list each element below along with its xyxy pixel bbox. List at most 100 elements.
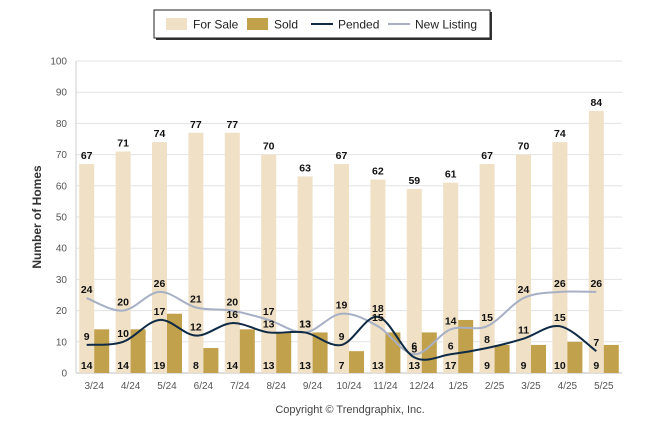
y-tick-label: 100 xyxy=(50,57,67,68)
x-tick-label: 5/25 xyxy=(594,381,614,392)
bar-sold xyxy=(567,341,583,373)
bar-sold xyxy=(239,329,255,373)
bar-sold xyxy=(130,329,146,373)
line-new-listing xyxy=(86,290,597,356)
data-label-sold: 19 xyxy=(154,360,166,372)
lines xyxy=(86,290,597,361)
x-axis: 3/24 4/24 5/24 6/24 7/24 8/24 9/24 10/24 11/24 12… xyxy=(84,381,614,392)
bar-for-sale xyxy=(334,163,349,373)
data-label-pended: 6 xyxy=(448,340,454,352)
data-label-for-sale: 67 xyxy=(81,150,93,162)
x-tick-label: 12/24 xyxy=(409,381,434,392)
data-label-sold: 14 xyxy=(117,360,129,372)
y-tick-label: 0 xyxy=(61,369,67,380)
legend-swatch-sold xyxy=(247,18,268,30)
x-tick-label: 9/24 xyxy=(303,381,323,392)
x-tick-label: 1/25 xyxy=(448,381,468,392)
data-label-new-listing: 14 xyxy=(445,315,457,327)
legend: For Sale Sold Pended New Listing xyxy=(153,9,492,40)
data-label-sold: 10 xyxy=(554,360,566,372)
bar-for-sale xyxy=(370,179,386,373)
bar-for-sale xyxy=(115,151,131,373)
data-label-pended: 13 xyxy=(299,318,311,330)
data-label-pended: 15 xyxy=(554,312,566,324)
bar-sold xyxy=(203,348,219,373)
data-label-sold: 17 xyxy=(445,360,457,372)
bar-for-sale xyxy=(552,142,568,373)
data-label-new-listing: 15 xyxy=(481,312,493,324)
bar-for-sale xyxy=(297,176,313,373)
bar-for-sale xyxy=(406,188,422,373)
data-label-pended: 13 xyxy=(263,318,275,330)
data-label-for-sale: 71 xyxy=(117,137,129,149)
data-label-sold: 7 xyxy=(339,360,345,372)
data-label-new-listing: 15 xyxy=(372,312,384,324)
data-label-for-sale: 84 xyxy=(590,97,602,109)
x-tick-label: 5/24 xyxy=(157,381,177,392)
data-label-for-sale: 63 xyxy=(299,162,311,174)
data-label-pended: 9 xyxy=(84,331,90,343)
x-tick-label: 6/24 xyxy=(194,381,214,392)
data-label-sold: 14 xyxy=(226,360,238,372)
data-label-new-listing: 6 xyxy=(411,340,417,352)
data-label-new-listing: 17 xyxy=(263,306,275,318)
bar-sold xyxy=(494,344,510,373)
y-tick-label: 70 xyxy=(56,150,68,161)
data-label-pended: 10 xyxy=(117,328,129,340)
bar-sold xyxy=(349,351,364,373)
legend-label-new-listing: New Listing xyxy=(415,18,477,32)
x-tick-label: 8/24 xyxy=(266,381,286,392)
data-label-for-sale: 67 xyxy=(336,150,348,162)
y-tick-label: 50 xyxy=(56,213,68,224)
bar-sold xyxy=(458,319,474,373)
bar-for-sale xyxy=(224,132,240,373)
y-tick-label: 80 xyxy=(56,119,68,130)
bar-for-sale xyxy=(152,142,167,373)
data-label-new-listing: 13 xyxy=(299,318,311,330)
bar-sold xyxy=(276,332,292,373)
x-tick-label: 3/24 xyxy=(84,381,104,392)
data-label-sold: 9 xyxy=(593,360,599,372)
data-label-for-sale: 70 xyxy=(263,141,275,153)
data-label-pended: 5 xyxy=(411,343,417,355)
data-label-new-listing: 26 xyxy=(154,278,166,290)
data-label-for-sale: 61 xyxy=(445,169,457,181)
data-label-pended: 12 xyxy=(190,322,202,334)
data-label-sold: 9 xyxy=(521,360,527,372)
y-tick-label: 40 xyxy=(56,244,68,255)
x-tick-label: 10/24 xyxy=(336,381,361,392)
y-tick-label: 30 xyxy=(56,275,68,286)
data-label-new-listing: 24 xyxy=(81,284,93,296)
data-label-sold: 13 xyxy=(299,360,311,372)
data-label-pended: 18 xyxy=(372,303,384,315)
data-label-new-listing: 20 xyxy=(117,297,129,309)
legend-label-sold: Sold xyxy=(274,18,298,32)
data-label-new-listing: 26 xyxy=(590,278,602,290)
y-axis: 0 10 20 30 40 50 60 70 80 90 100 xyxy=(50,57,67,380)
data-label-pended: 17 xyxy=(154,306,166,318)
bar-sold xyxy=(312,332,328,373)
bars xyxy=(79,110,619,374)
x-tick-label: 11/24 xyxy=(373,381,398,392)
data-label-new-listing: 21 xyxy=(190,293,202,305)
bar-for-sale xyxy=(79,163,95,373)
data-label-for-sale: 67 xyxy=(481,150,493,162)
data-label-pended: 9 xyxy=(339,331,345,343)
data-label-pended: 8 xyxy=(484,334,490,346)
data-label-pended: 7 xyxy=(593,337,599,349)
data-label-new-listing: 19 xyxy=(336,300,348,312)
data-label-sold: 9 xyxy=(484,360,490,372)
bar-for-sale xyxy=(261,154,277,373)
line-pended xyxy=(86,315,597,361)
x-tick-label: 3/25 xyxy=(521,381,541,392)
data-label-sold: 13 xyxy=(408,360,420,372)
bar-sold xyxy=(603,344,619,373)
y-axis-label: Number of Homes xyxy=(30,165,44,269)
data-label-for-sale: 59 xyxy=(408,175,420,187)
data-label-for-sale: 62 xyxy=(372,166,384,178)
bar-for-sale xyxy=(588,110,604,374)
y-tick-label: 60 xyxy=(56,181,68,192)
data-label-for-sale: 74 xyxy=(554,128,566,140)
